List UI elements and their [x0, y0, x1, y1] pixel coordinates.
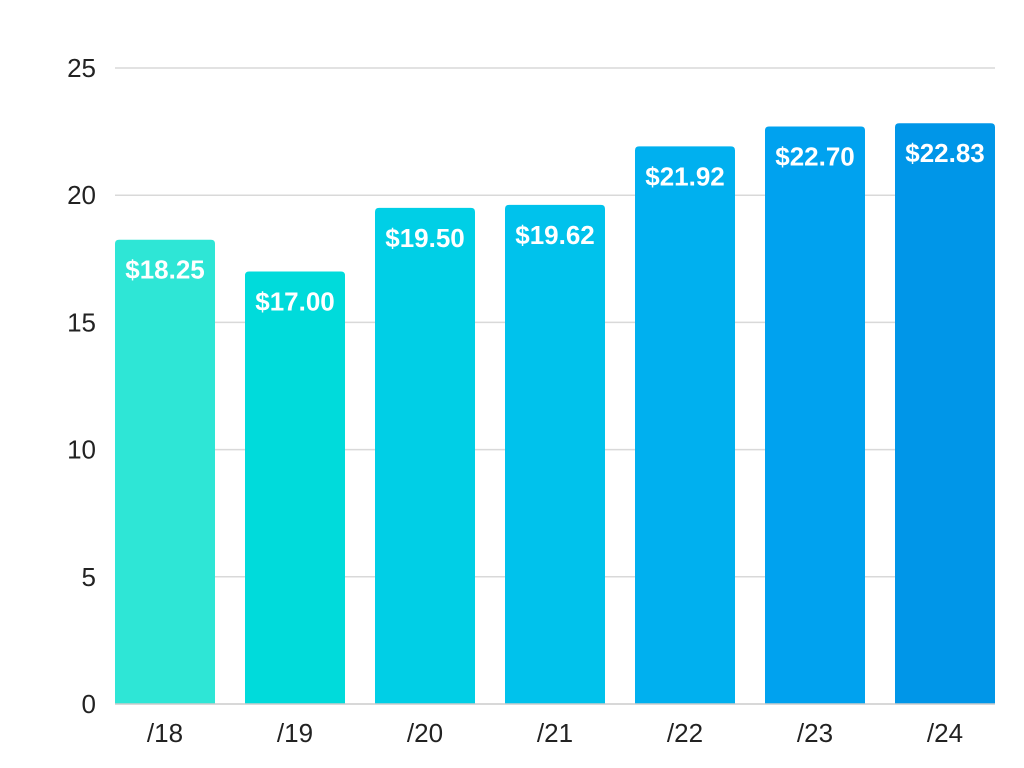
data-label: $17.00 — [255, 287, 335, 317]
x-tick-label: /19 — [277, 718, 313, 748]
data-label: $22.83 — [905, 138, 985, 168]
bar-18 — [115, 239, 215, 704]
data-label: $22.70 — [775, 142, 855, 172]
bar-21 — [505, 204, 605, 705]
y-tick-label: 5 — [82, 562, 96, 592]
data-label: $18.25 — [125, 255, 205, 285]
x-tick-label: /18 — [147, 718, 183, 748]
bar-19 — [245, 271, 345, 704]
y-tick-label: 10 — [67, 435, 96, 465]
bar-23 — [765, 126, 865, 704]
data-label: $19.50 — [385, 223, 465, 253]
bar-20 — [375, 207, 475, 705]
x-tick-label: /20 — [407, 718, 443, 748]
y-tick-label: 25 — [67, 53, 96, 83]
y-tick-label: 0 — [82, 689, 96, 719]
x-tick-label: /22 — [667, 718, 703, 748]
bar-24 — [895, 123, 995, 704]
y-tick-label: 15 — [67, 307, 96, 337]
data-label: $21.92 — [645, 161, 725, 191]
bar-22 — [635, 146, 735, 704]
x-tick-label: /24 — [927, 718, 963, 748]
bars — [115, 123, 995, 705]
data-labels: $18.25 $17.00 $19.50 $19.62 $21.92 $22.70 $22.… — [125, 138, 985, 316]
x-axis-ticks: /18/19/20/21/22/23/24 — [147, 718, 963, 748]
x-tick-label: /23 — [797, 718, 833, 748]
y-axis-ticks: 0 5 10 15 20 25 — [67, 53, 96, 719]
y-tick-label: 20 — [67, 180, 96, 210]
data-label: $19.62 — [515, 220, 595, 250]
x-tick-label: /21 — [537, 718, 573, 748]
